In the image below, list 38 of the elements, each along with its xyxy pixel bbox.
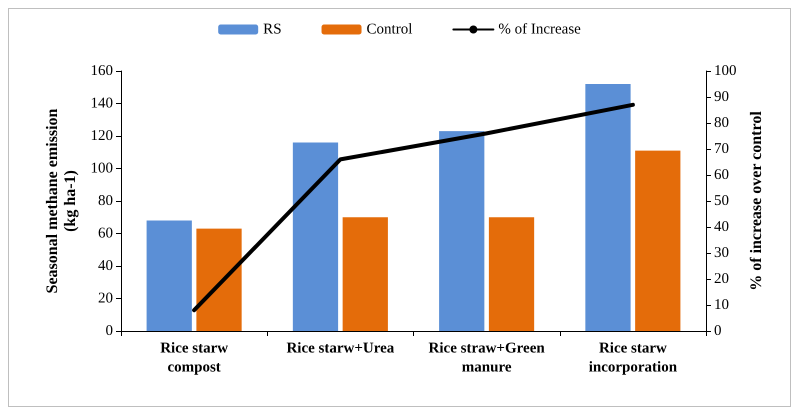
y2-tick-label: 80 xyxy=(714,115,729,131)
bar xyxy=(635,150,680,331)
line-series xyxy=(192,102,635,312)
bar xyxy=(585,84,631,331)
y-tick-label: 40 xyxy=(98,258,113,274)
x-tick-label: Rice starw+Urea xyxy=(286,340,395,356)
y2-tick-label: 100 xyxy=(714,63,736,79)
y-tick-label: 60 xyxy=(98,226,113,242)
x-tick-label: Rice starw incorporation xyxy=(588,340,678,376)
y2-tick-label: 90 xyxy=(714,89,729,105)
y2-axis-title: % of increase over control xyxy=(748,110,765,291)
bar xyxy=(196,228,242,331)
bar xyxy=(292,142,338,331)
y2-tick-label: 0 xyxy=(714,323,722,339)
legend-label: % of Increase xyxy=(498,22,582,38)
x-tick-label: Rice straw+Green manure xyxy=(428,340,546,376)
y2-tick-label: 70 xyxy=(714,141,729,157)
y2-tick-label: 30 xyxy=(714,245,729,261)
y2-tick-label: 10 xyxy=(714,297,729,313)
y2-tick-label: 60 xyxy=(714,167,729,183)
y-tick-label: 20 xyxy=(98,290,113,306)
y-tick-label: 100 xyxy=(90,160,113,176)
y2-tick-label: 40 xyxy=(714,219,729,235)
y-tick-label: 0 xyxy=(106,323,113,339)
legend-label: RS xyxy=(263,22,282,38)
x-tick-label: Rice starw compost xyxy=(160,340,228,376)
bar xyxy=(342,217,388,331)
y2-tick-label: 50 xyxy=(714,193,729,209)
y-tick-label: 120 xyxy=(90,128,113,144)
legend-label: Control xyxy=(366,22,412,38)
y-tick-label: 160 xyxy=(90,63,113,79)
bar xyxy=(488,217,534,331)
y2-tick-label: 20 xyxy=(714,271,729,287)
y-tick-label: 140 xyxy=(90,96,113,112)
bar xyxy=(146,220,192,331)
bar xyxy=(439,131,484,331)
y-axis-title: Seasonal methane emission (kg ha-1) xyxy=(44,108,80,294)
y-tick-label: 80 xyxy=(98,193,113,209)
